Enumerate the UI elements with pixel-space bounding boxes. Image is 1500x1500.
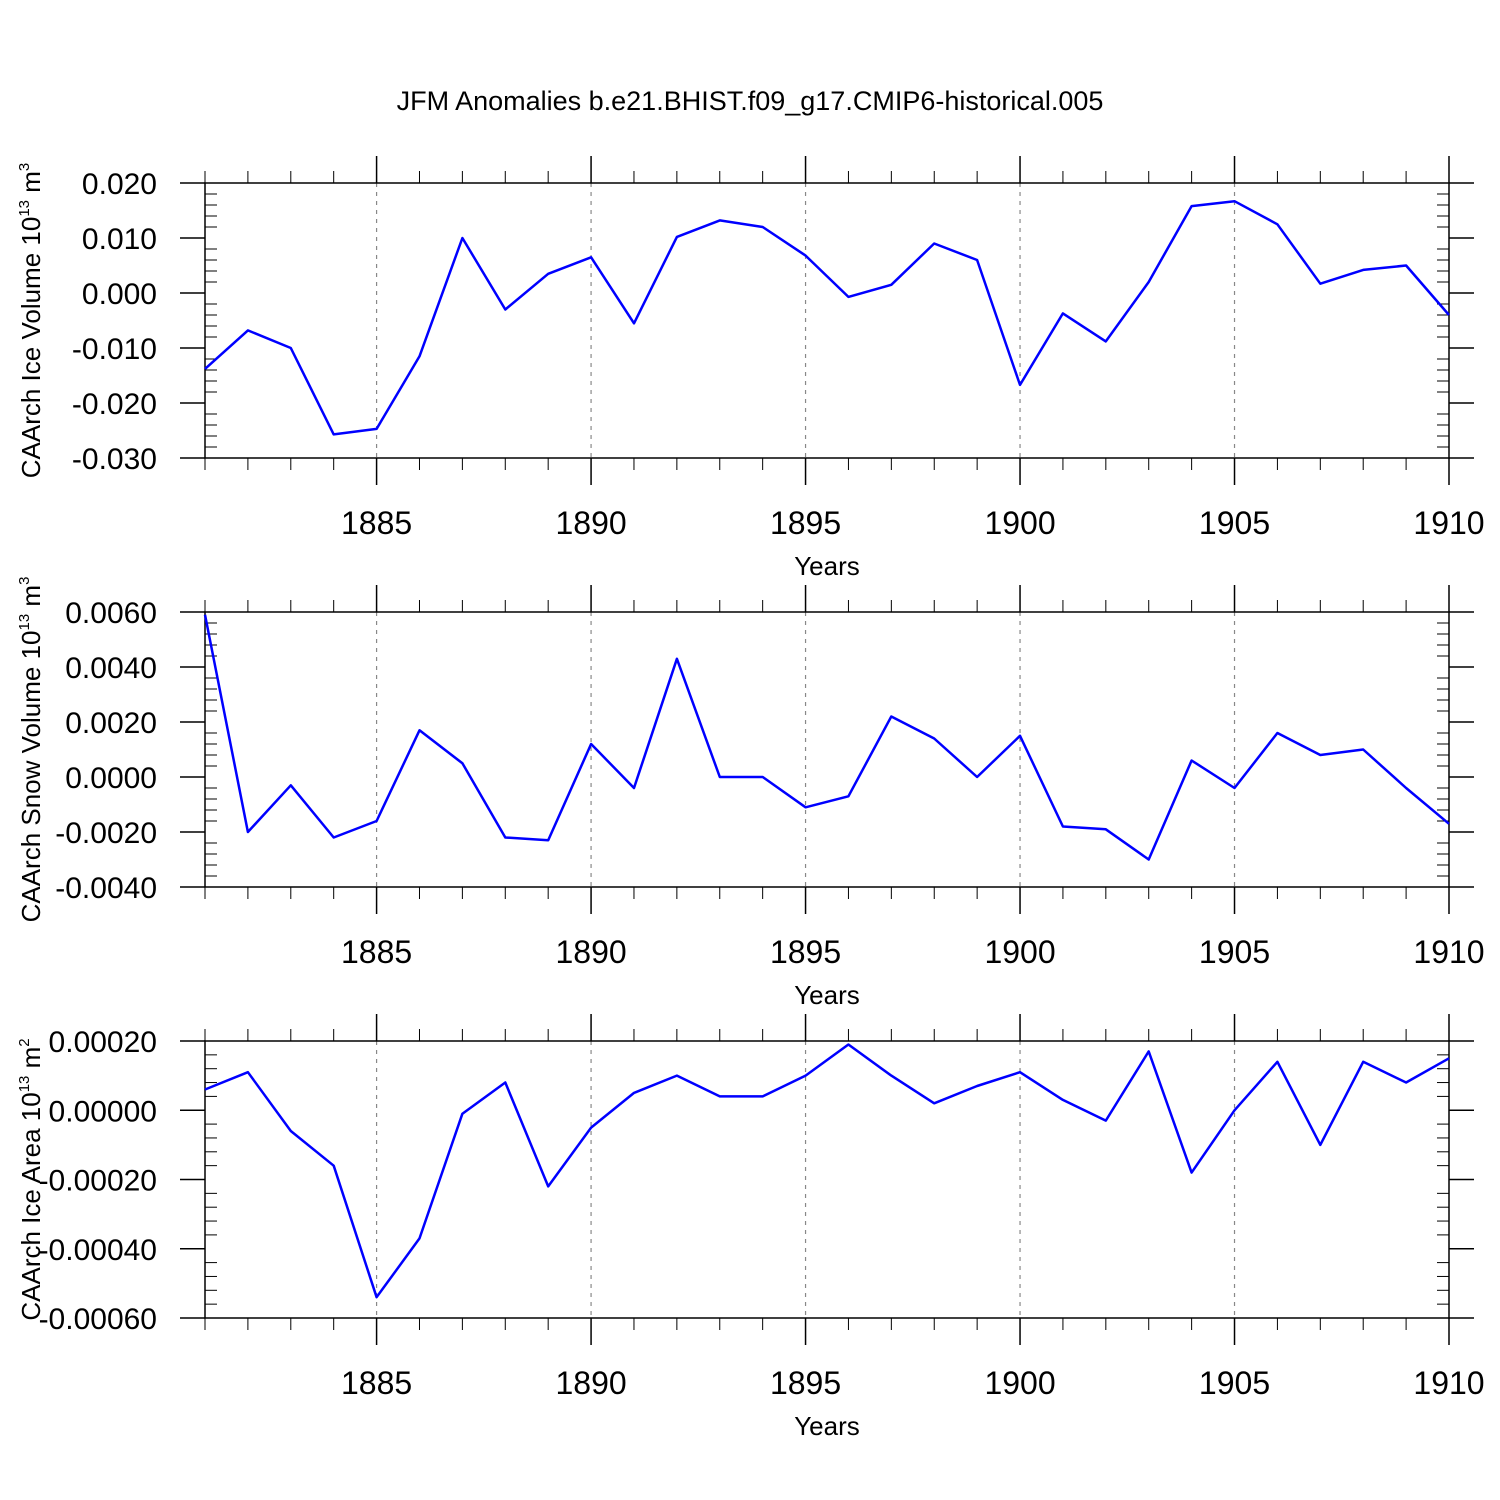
y-axis-label: CAArch Ice Area 1013 m2 [16, 1038, 46, 1320]
series-line [205, 201, 1449, 434]
y-tick-label: 0.0000 [65, 762, 157, 795]
x-tick-label: 1910 [1413, 1365, 1484, 1401]
y-axis-label-unit-exponent: 3 [16, 577, 33, 585]
series-line [205, 1045, 1449, 1298]
x-tick-label: 1890 [555, 1365, 626, 1401]
series-line [205, 615, 1449, 860]
x-tick-label: 1885 [341, 505, 412, 541]
x-tick-label: 1895 [770, 934, 841, 970]
y-axis-label-text: CAArch Ice Volume 10 [16, 217, 46, 479]
x-tick-label: 1910 [1413, 934, 1484, 970]
y-tick-label: 0.000 [82, 278, 157, 311]
x-tick-label: 1905 [1199, 505, 1270, 541]
y-axis-label-text: CAArch Ice Area 10 [16, 1092, 46, 1320]
panel-1: -0.030 -0.020 -0.010 0.000 0.010 0.020 1885 189… [16, 156, 1485, 581]
y-axis-label-text: CAArch Snow Volume 10 [16, 630, 46, 922]
x-axis-label: Years [794, 551, 860, 581]
y-tick-label: -0.00040 [39, 1234, 157, 1267]
y-axis-label: CAArch Snow Volume 1013 m3 [16, 577, 46, 923]
x-tick-label: 1890 [555, 505, 626, 541]
x-tick-label: 1910 [1413, 505, 1484, 541]
y-tick-label: -0.030 [72, 443, 157, 476]
plot-frame [205, 183, 1449, 458]
y-tick-label: -0.00060 [39, 1303, 157, 1336]
y-tick-label: -0.0040 [55, 872, 157, 905]
y-tick-label: 0.0020 [65, 707, 157, 740]
x-tick-label: 1900 [984, 934, 1055, 970]
y-tick-label: -0.00020 [39, 1165, 157, 1198]
panel-3: -0.00060 -0.00040 -0.00020 0.00000 0.00020 18… [16, 1014, 1485, 1441]
y-axis-label-unit-exponent: 2 [16, 1038, 33, 1046]
y-axis-label-exponent: 13 [16, 200, 33, 217]
y-axis-label-exponent: 13 [16, 614, 33, 631]
y-tick-label: 0.0060 [65, 597, 157, 630]
x-tick-label: 1900 [984, 1365, 1055, 1401]
x-tick-label: 1895 [770, 505, 841, 541]
y-tick-label: 0.0040 [65, 652, 157, 685]
x-tick-label: 1890 [555, 934, 626, 970]
y-axis-label: CAArch Ice Volume 1013 m3 [16, 163, 46, 479]
figure-title: JFM Anomalies b.e21.BHIST.f09_g17.CMIP6-… [397, 86, 1104, 116]
y-axis-label-unit: m [16, 585, 46, 614]
x-axis-label: Years [794, 980, 860, 1010]
plot-frame [205, 612, 1449, 887]
y-tick-label: -0.010 [72, 333, 157, 366]
y-axis-label-unit: m [16, 1047, 46, 1076]
x-tick-label: 1905 [1199, 934, 1270, 970]
x-axis-label: Years [794, 1411, 860, 1441]
y-tick-label: 0.020 [82, 168, 157, 201]
y-tick-label: 0.00000 [49, 1095, 157, 1128]
panels: -0.030 -0.020 -0.010 0.000 0.010 0.020 1885 189… [16, 156, 1485, 1441]
y-tick-label: 0.00020 [49, 1026, 157, 1059]
x-tick-label: 1885 [341, 1365, 412, 1401]
x-tick-label: 1895 [770, 1365, 841, 1401]
x-tick-label: 1900 [984, 505, 1055, 541]
y-axis-label-exponent: 13 [16, 1076, 33, 1093]
y-tick-label: -0.0020 [55, 817, 157, 850]
y-axis-label-unit: m [16, 171, 46, 200]
x-tick-label: 1885 [341, 934, 412, 970]
x-tick-label: 1905 [1199, 1365, 1270, 1401]
y-tick-label: -0.020 [72, 388, 157, 421]
panel-2: -0.0040 -0.0020 0.0000 0.0020 0.0040 0.0060 18… [16, 577, 1485, 1010]
y-axis-label-unit-exponent: 3 [16, 163, 33, 171]
figure: JFM Anomalies b.e21.BHIST.f09_g17.CMIP6-… [0, 0, 1500, 1500]
y-tick-label: 0.010 [82, 223, 157, 256]
